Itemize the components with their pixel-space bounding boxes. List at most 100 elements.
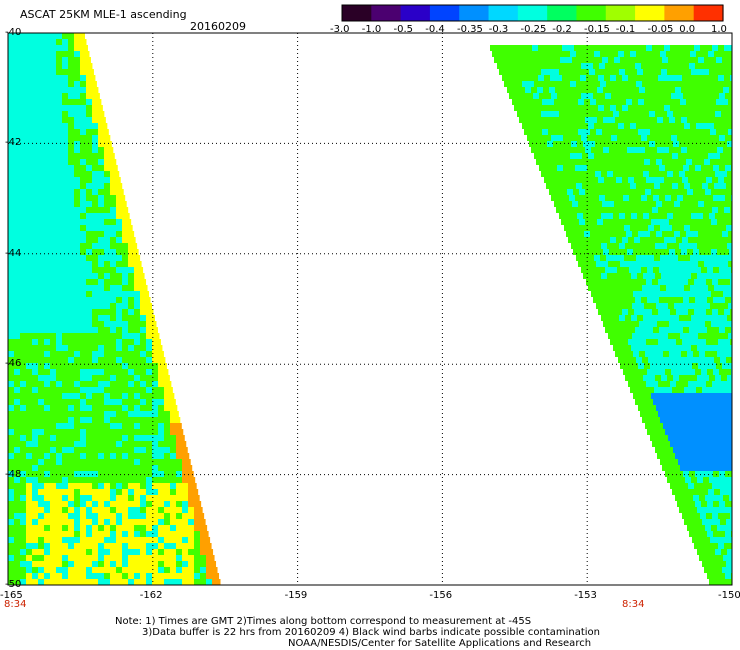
swath-cell bbox=[158, 483, 164, 489]
swath-cell bbox=[32, 159, 38, 165]
swath-cell bbox=[718, 441, 724, 447]
swath-cell bbox=[92, 555, 98, 561]
swath-cell bbox=[686, 303, 692, 309]
swath-cell bbox=[621, 249, 627, 255]
swath-cell bbox=[74, 579, 80, 585]
swath-cell bbox=[104, 243, 110, 249]
swath-cell bbox=[634, 381, 640, 387]
swath-cell bbox=[555, 87, 561, 93]
swath-cell bbox=[594, 81, 600, 87]
swath-cell bbox=[92, 93, 98, 99]
swath-cell bbox=[68, 87, 74, 93]
swath-cell bbox=[44, 327, 50, 333]
swath-cell bbox=[8, 447, 14, 453]
swath-cell bbox=[38, 45, 44, 51]
swath-cell bbox=[50, 417, 56, 423]
swath-cell bbox=[86, 279, 92, 285]
swath-cell bbox=[587, 63, 593, 69]
swath-cell bbox=[611, 297, 617, 303]
swath-cell bbox=[583, 141, 589, 147]
swath-cell bbox=[681, 393, 687, 399]
swath-cell bbox=[128, 351, 134, 357]
swath-cell bbox=[683, 369, 689, 375]
swath-cell bbox=[724, 543, 730, 549]
swath-cell bbox=[56, 105, 62, 111]
swath-cell bbox=[676, 483, 682, 489]
swath-cell bbox=[708, 387, 714, 393]
swath-cell bbox=[116, 417, 122, 423]
swath-cell bbox=[44, 57, 50, 63]
swath-cell bbox=[182, 471, 188, 477]
swath-cell bbox=[576, 183, 582, 189]
swath-cell bbox=[552, 51, 558, 57]
swath-cell bbox=[673, 447, 679, 453]
swath-cell bbox=[728, 129, 732, 135]
swath-cell bbox=[655, 69, 661, 75]
swath-cell bbox=[719, 267, 725, 273]
swath-cell bbox=[628, 75, 634, 81]
swath-cell bbox=[74, 213, 80, 219]
swath-cell bbox=[86, 153, 92, 159]
swath-cell bbox=[92, 375, 98, 381]
swath-cell bbox=[670, 177, 676, 183]
swath-cell bbox=[692, 99, 698, 105]
swath-cell bbox=[638, 99, 644, 105]
swath-cell bbox=[62, 321, 68, 327]
swath-cell bbox=[655, 315, 661, 321]
swath-cell bbox=[729, 423, 732, 429]
swath-cell bbox=[92, 453, 98, 459]
swath-cell bbox=[134, 261, 140, 267]
swath-cell bbox=[38, 159, 44, 165]
swath-cell bbox=[8, 51, 14, 57]
swath-cell bbox=[86, 81, 92, 87]
swath-cell bbox=[44, 285, 50, 291]
swath-cell bbox=[116, 519, 122, 525]
swath-cell bbox=[116, 579, 122, 585]
swath-cell bbox=[26, 231, 32, 237]
swath-cell bbox=[20, 57, 26, 63]
swath-cell bbox=[146, 537, 152, 543]
swath-cell bbox=[44, 201, 50, 207]
swath-cell bbox=[104, 279, 110, 285]
swath-cell bbox=[641, 369, 647, 375]
swath-cell bbox=[711, 87, 717, 93]
swath-cell bbox=[535, 69, 541, 75]
swath-cell bbox=[56, 351, 62, 357]
swath-cell bbox=[104, 459, 110, 465]
swath-cell bbox=[50, 411, 56, 417]
swath-cell bbox=[32, 357, 38, 363]
swath-cell bbox=[116, 195, 122, 201]
swath-cell bbox=[720, 225, 726, 231]
swath-cell bbox=[697, 447, 703, 453]
swath-cell bbox=[716, 333, 722, 339]
swath-cell bbox=[74, 357, 80, 363]
swath-cell bbox=[698, 261, 704, 267]
swath-cell bbox=[50, 543, 56, 549]
swath-cell bbox=[110, 255, 116, 261]
swath-cell bbox=[8, 495, 14, 501]
swath-cell bbox=[707, 471, 713, 477]
swath-cell bbox=[710, 435, 716, 441]
swath-cell bbox=[572, 201, 578, 207]
swath-cell bbox=[164, 561, 170, 567]
swath-cell bbox=[588, 153, 594, 159]
swath-cell bbox=[649, 315, 655, 321]
swath-cell bbox=[104, 555, 110, 561]
swath-cell bbox=[662, 465, 668, 471]
swath-cell bbox=[62, 111, 68, 117]
swath-cell bbox=[642, 255, 648, 261]
swath-cell bbox=[56, 501, 62, 507]
swath-cell bbox=[8, 105, 14, 111]
swath-cell bbox=[703, 111, 709, 117]
swath-cell bbox=[128, 309, 134, 315]
swath-cell bbox=[194, 555, 200, 561]
swath-cell bbox=[188, 471, 194, 477]
swath-cell bbox=[110, 489, 116, 495]
swath-cell bbox=[26, 153, 32, 159]
swath-cell bbox=[62, 267, 68, 273]
swath-cell bbox=[668, 465, 674, 471]
swath-cell bbox=[128, 459, 134, 465]
swath-cell bbox=[598, 237, 604, 243]
swath-cell bbox=[26, 219, 32, 225]
swath-cell bbox=[128, 489, 134, 495]
